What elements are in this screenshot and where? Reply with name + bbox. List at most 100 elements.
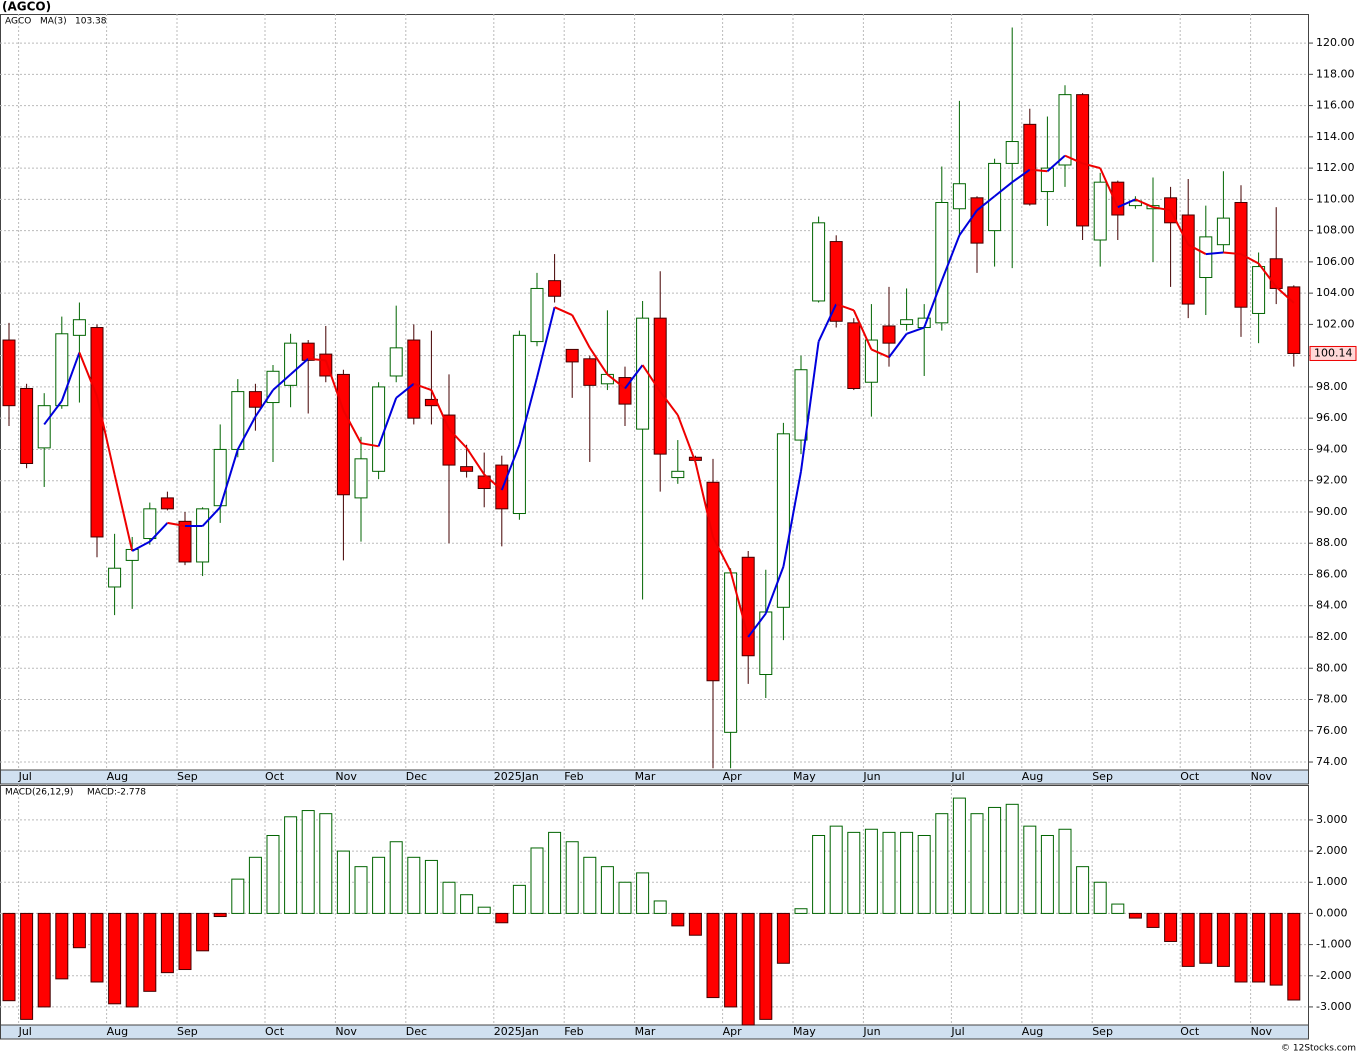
candle-body: [160, 497, 174, 510]
y-tick-label: 112.00: [1316, 161, 1355, 174]
ma-segment: [1082, 162, 1101, 170]
x-tick-label: Dec: [406, 1025, 427, 1038]
macd-bar: [618, 881, 632, 914]
macd-bar: [1040, 834, 1054, 914]
ma-segment: [870, 348, 890, 359]
candle-body: [583, 358, 597, 386]
ma-segment: [1046, 154, 1066, 172]
ma-segment: [96, 396, 116, 475]
x-tick-label: Apr: [723, 770, 743, 783]
y-tick-label: 102.00: [1316, 317, 1355, 330]
macd-bar: [653, 900, 667, 914]
ma-segment: [694, 461, 714, 538]
candle-body: [354, 458, 368, 499]
macd-bar: [988, 806, 1002, 914]
macd-bar: [741, 912, 755, 1026]
ma-segment: [1152, 206, 1171, 212]
ma-segment: [465, 447, 486, 475]
candle-body: [460, 466, 474, 472]
ma-segment: [729, 571, 750, 638]
macd-bar: [319, 813, 333, 914]
ma-segment: [659, 391, 679, 416]
candle-body: [1287, 286, 1301, 354]
ma-segment: [360, 442, 379, 448]
ma-segment: [1275, 286, 1295, 304]
x-tick-label: Dec: [406, 770, 427, 783]
macd-bar: [495, 912, 509, 924]
ma-segment: [1169, 209, 1190, 246]
ma-segment: [817, 303, 838, 343]
x-tick-label: Jul: [18, 1025, 32, 1038]
candle-body: [72, 319, 86, 336]
x-tick-label: Aug: [1022, 1025, 1043, 1038]
macd-bar: [301, 810, 315, 914]
candle-body: [37, 405, 51, 449]
candle-body: [1023, 123, 1037, 205]
ma-segment: [448, 428, 468, 449]
ma-segment: [940, 234, 961, 282]
y-tick-label: 98.00: [1316, 380, 1348, 393]
x-tick-label: Jul: [950, 770, 964, 783]
x-tick-label: Sep: [1092, 1025, 1113, 1038]
ma-segment: [483, 473, 503, 491]
y-tick-label: 80.00: [1316, 661, 1348, 674]
ma-segment: [782, 471, 802, 567]
macd-bar: [1111, 903, 1125, 914]
candle-body: [935, 201, 949, 324]
y-tick-label: -2.000: [1316, 969, 1351, 982]
macd-bar: [72, 912, 86, 949]
candle-body: [829, 241, 843, 322]
candle-body: [196, 508, 210, 563]
ma-segment: [272, 373, 292, 391]
ma-segment: [500, 444, 521, 491]
candle-body: [741, 556, 755, 657]
macd-bar: [477, 906, 491, 914]
x-tick-label: Oct: [265, 1025, 285, 1038]
ma-segment: [78, 352, 98, 397]
x-tick-label: Mar: [635, 1025, 656, 1038]
y-tick-label: 1.000: [1316, 875, 1348, 888]
x-tick-label: Feb: [564, 1025, 583, 1038]
candle-body: [600, 373, 614, 385]
macd-bar: [900, 831, 914, 914]
macd-bar: [266, 834, 280, 914]
candle-body: [847, 322, 861, 389]
candle-body: [1269, 258, 1283, 289]
ma-segment: [536, 306, 556, 378]
ma-segment: [149, 522, 169, 543]
y-tick-label: 82.00: [1316, 630, 1348, 643]
candle-body: [2, 339, 16, 407]
macd-bar: [231, 878, 245, 914]
ma-segment: [747, 612, 767, 638]
x-tick-label: Oct: [1180, 770, 1200, 783]
macd-bar: [565, 841, 579, 914]
ma-segment: [764, 566, 785, 614]
x-tick-label: Jul: [18, 770, 32, 783]
macd-bar: [512, 884, 526, 914]
candle-body: [248, 391, 262, 408]
legend-macd: MACD:-2.778: [87, 788, 146, 798]
ma-segment: [835, 303, 855, 312]
x-tick-label: Jun: [862, 1025, 880, 1038]
ma-segment: [676, 414, 697, 463]
ma-segment: [1134, 198, 1154, 209]
macd-bar: [917, 834, 931, 914]
macd-bar: [55, 912, 69, 980]
y-tick-label: 96.00: [1316, 411, 1348, 424]
ma-segment: [201, 506, 221, 527]
macd-bar: [442, 881, 456, 914]
macd-bar: [1058, 828, 1072, 914]
y-tick-label: -1.000: [1316, 938, 1351, 951]
candle-body: [143, 508, 157, 540]
y-tick-label: 104.00: [1316, 286, 1355, 299]
macd-bar: [1005, 803, 1019, 914]
x-tick-label: Nov: [335, 1025, 357, 1038]
ma-segment: [60, 352, 81, 402]
macd-bar: [935, 813, 949, 914]
ma-segment: [571, 314, 591, 349]
macd-bar: [600, 866, 614, 914]
candle-body: [125, 548, 139, 561]
macd-bar: [759, 912, 773, 1020]
ma-segment: [588, 347, 609, 375]
